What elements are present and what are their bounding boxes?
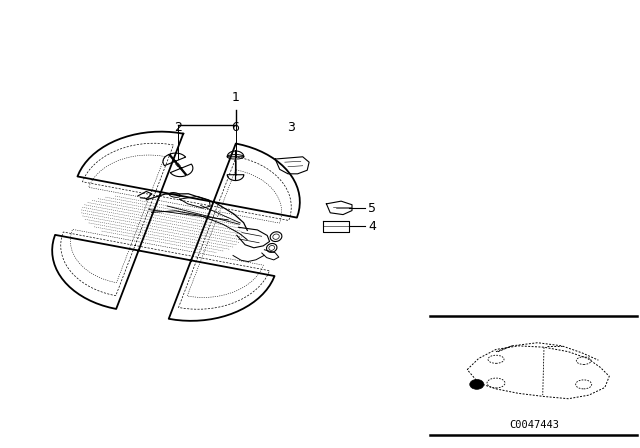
Text: 5: 5	[368, 202, 376, 215]
Text: 2: 2	[174, 121, 182, 134]
Text: 1: 1	[232, 91, 239, 104]
Text: 4: 4	[368, 220, 376, 233]
Ellipse shape	[470, 379, 484, 389]
Text: 3: 3	[287, 121, 295, 134]
Text: 6: 6	[232, 121, 239, 134]
Text: C0047443: C0047443	[509, 420, 559, 430]
